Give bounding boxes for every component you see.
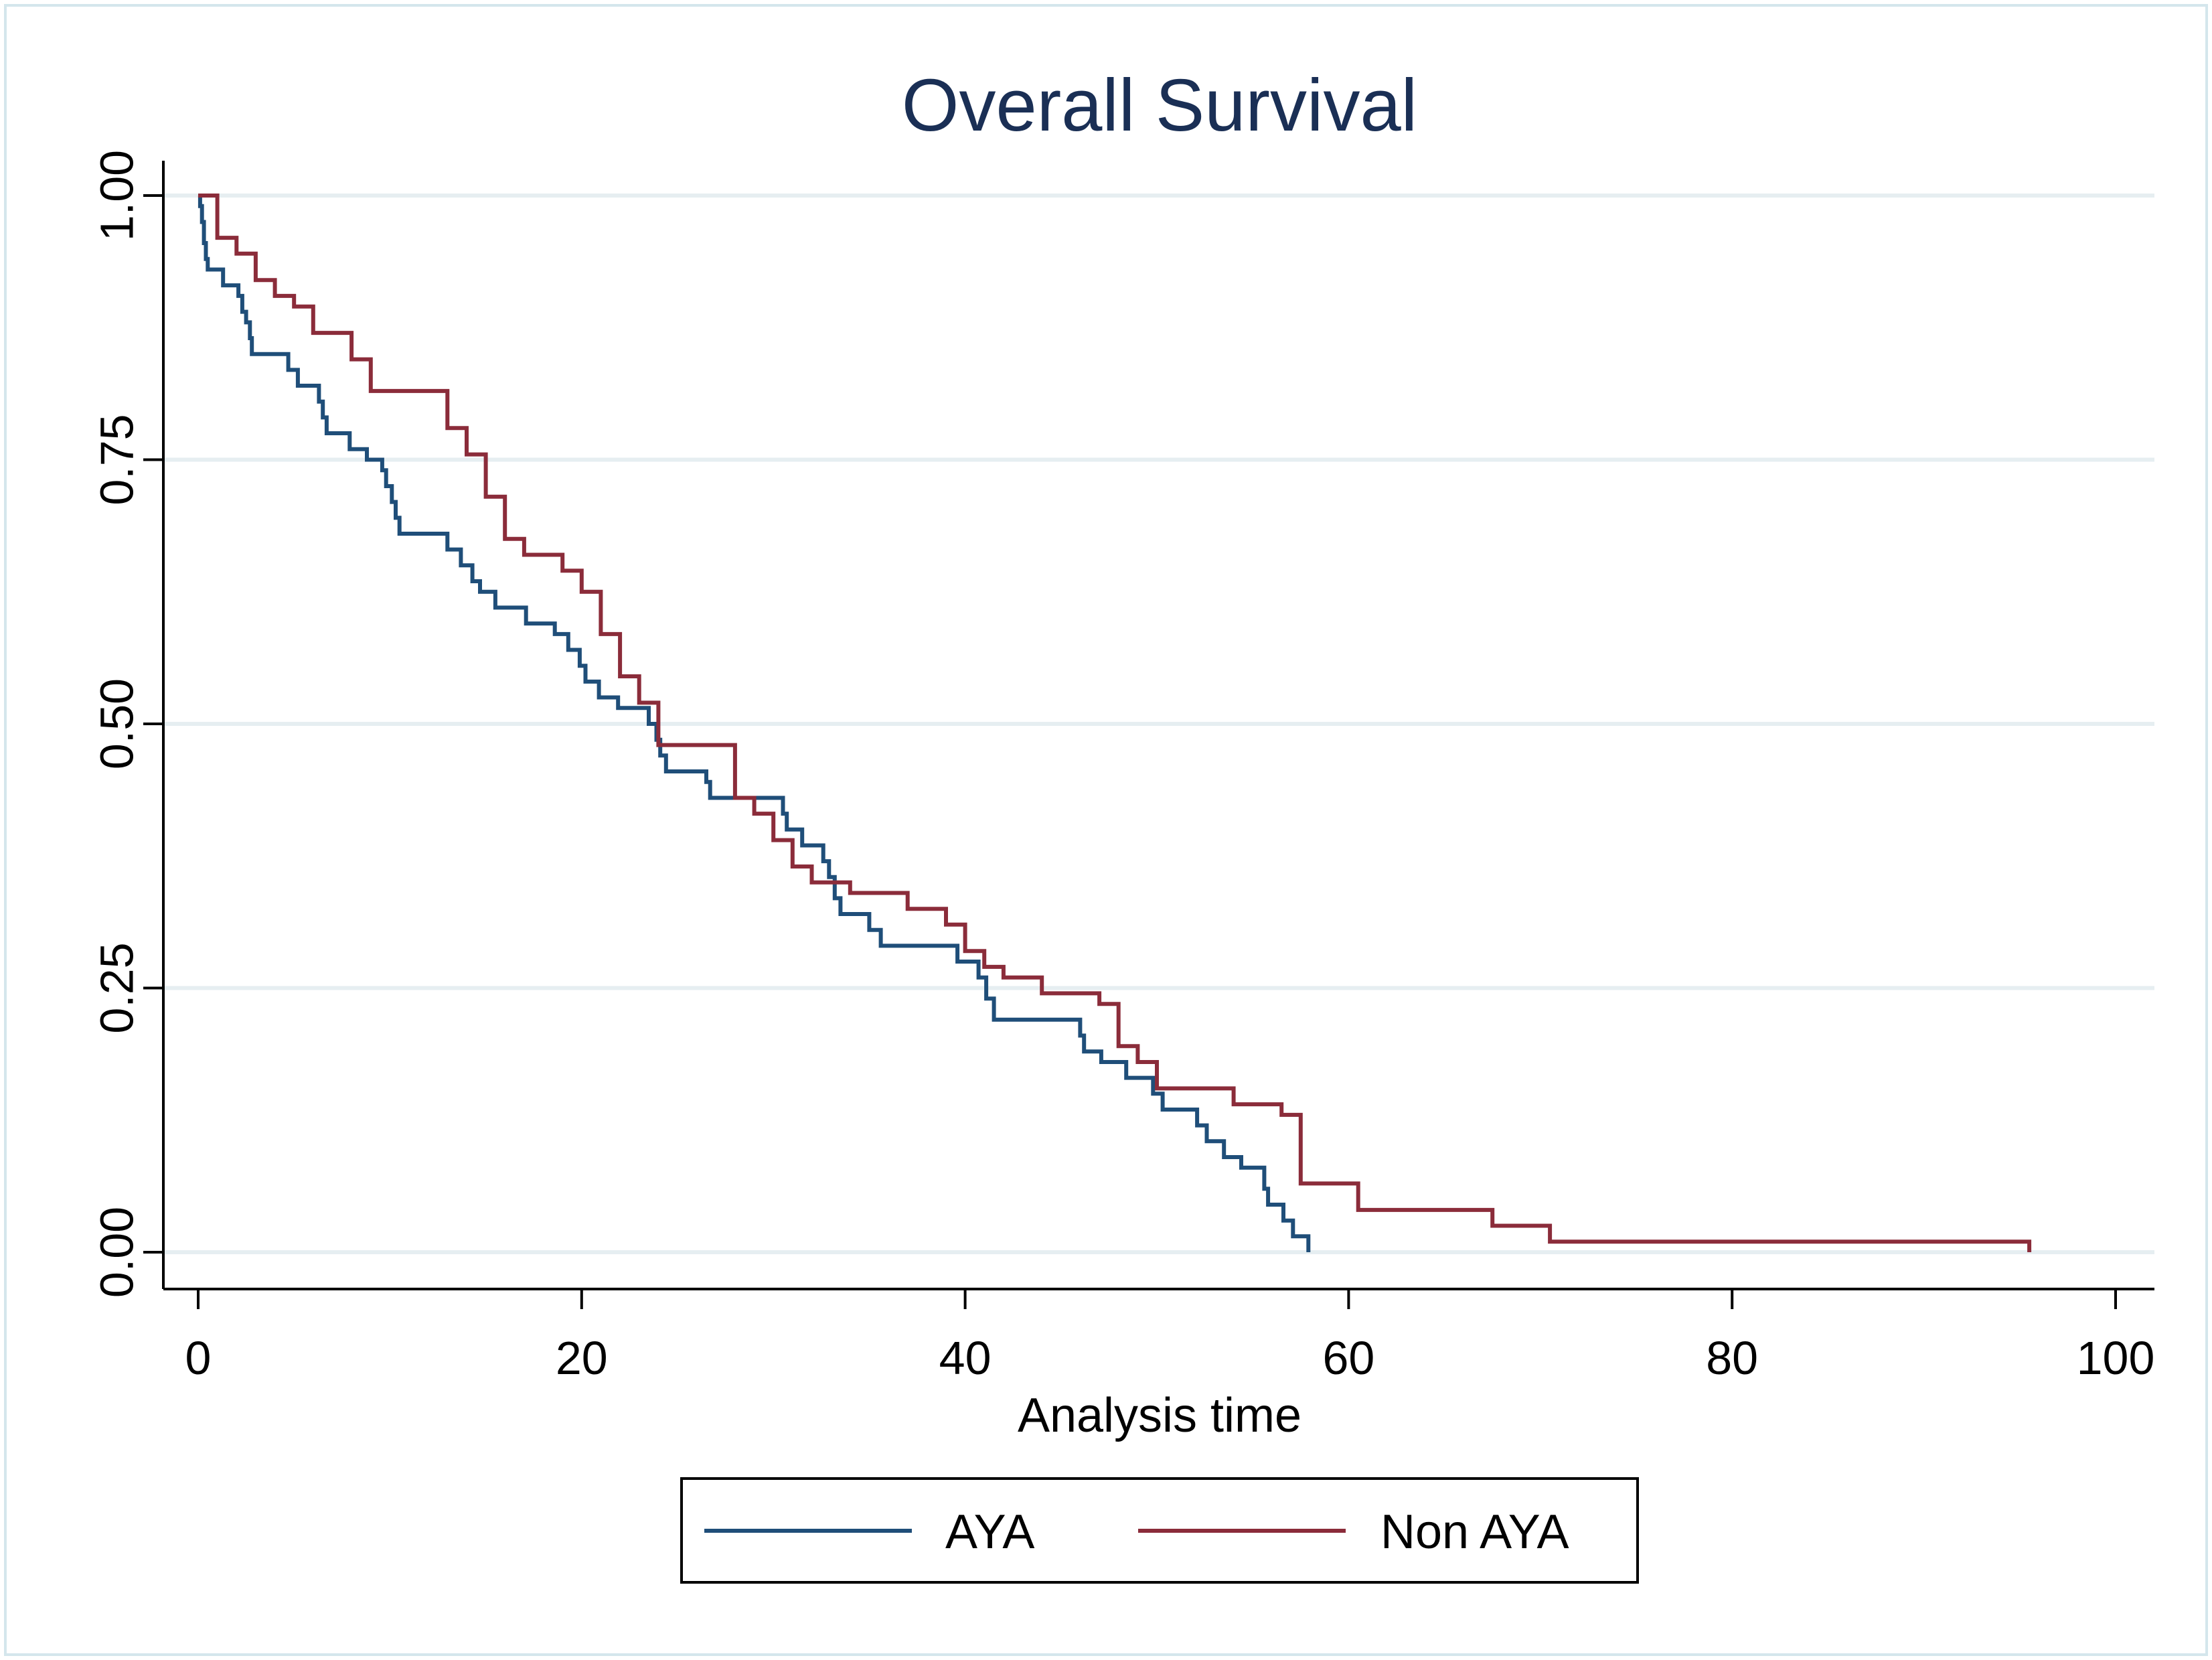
y-tick-label-3: 0.75 — [90, 414, 143, 505]
x-tick-label-3: 60 — [1322, 1332, 1374, 1384]
x-tick-label-1: 20 — [556, 1332, 608, 1384]
series-line-aya — [198, 194, 1311, 1252]
y-tick-label-4: 1.00 — [90, 150, 143, 241]
outer-frame — [4, 4, 2208, 1656]
x-axis-label: Analysis time — [1018, 1389, 1301, 1442]
series-line-non-aya — [198, 194, 2032, 1252]
x-tick-label-2: 40 — [939, 1332, 992, 1384]
axes-layer: 0.00 0.25 0.50 0.75 1.00 0 20 40 60 80 100 — [90, 150, 2154, 1384]
legend-label-non-aya: Non AYA — [1380, 1505, 1569, 1559]
series-layer — [198, 194, 2032, 1252]
x-tick-label-0: 0 — [185, 1332, 212, 1384]
grid-layer — [165, 194, 2154, 1254]
y-tick-label-2: 0.50 — [90, 678, 143, 769]
chart-title: Overall Survival — [902, 64, 1417, 147]
x-tick-label-4: 80 — [1706, 1332, 1758, 1384]
legend-label-aya: AYA — [945, 1505, 1034, 1559]
y-tick-label-1: 0.25 — [90, 942, 143, 1033]
x-tick-label-5: 100 — [2077, 1332, 2155, 1384]
y-tick-label-0: 0.00 — [90, 1207, 143, 1298]
legend: AYA Non AYA — [680, 1477, 1639, 1584]
